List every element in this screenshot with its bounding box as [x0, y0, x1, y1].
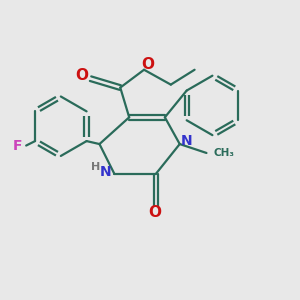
Text: O: O	[141, 57, 154, 72]
Text: CH₃: CH₃	[214, 148, 235, 158]
Text: N: N	[100, 165, 112, 179]
Text: H: H	[91, 162, 101, 172]
Text: O: O	[148, 205, 161, 220]
Text: F: F	[13, 139, 22, 153]
Text: N: N	[180, 134, 192, 148]
Text: O: O	[75, 68, 88, 83]
